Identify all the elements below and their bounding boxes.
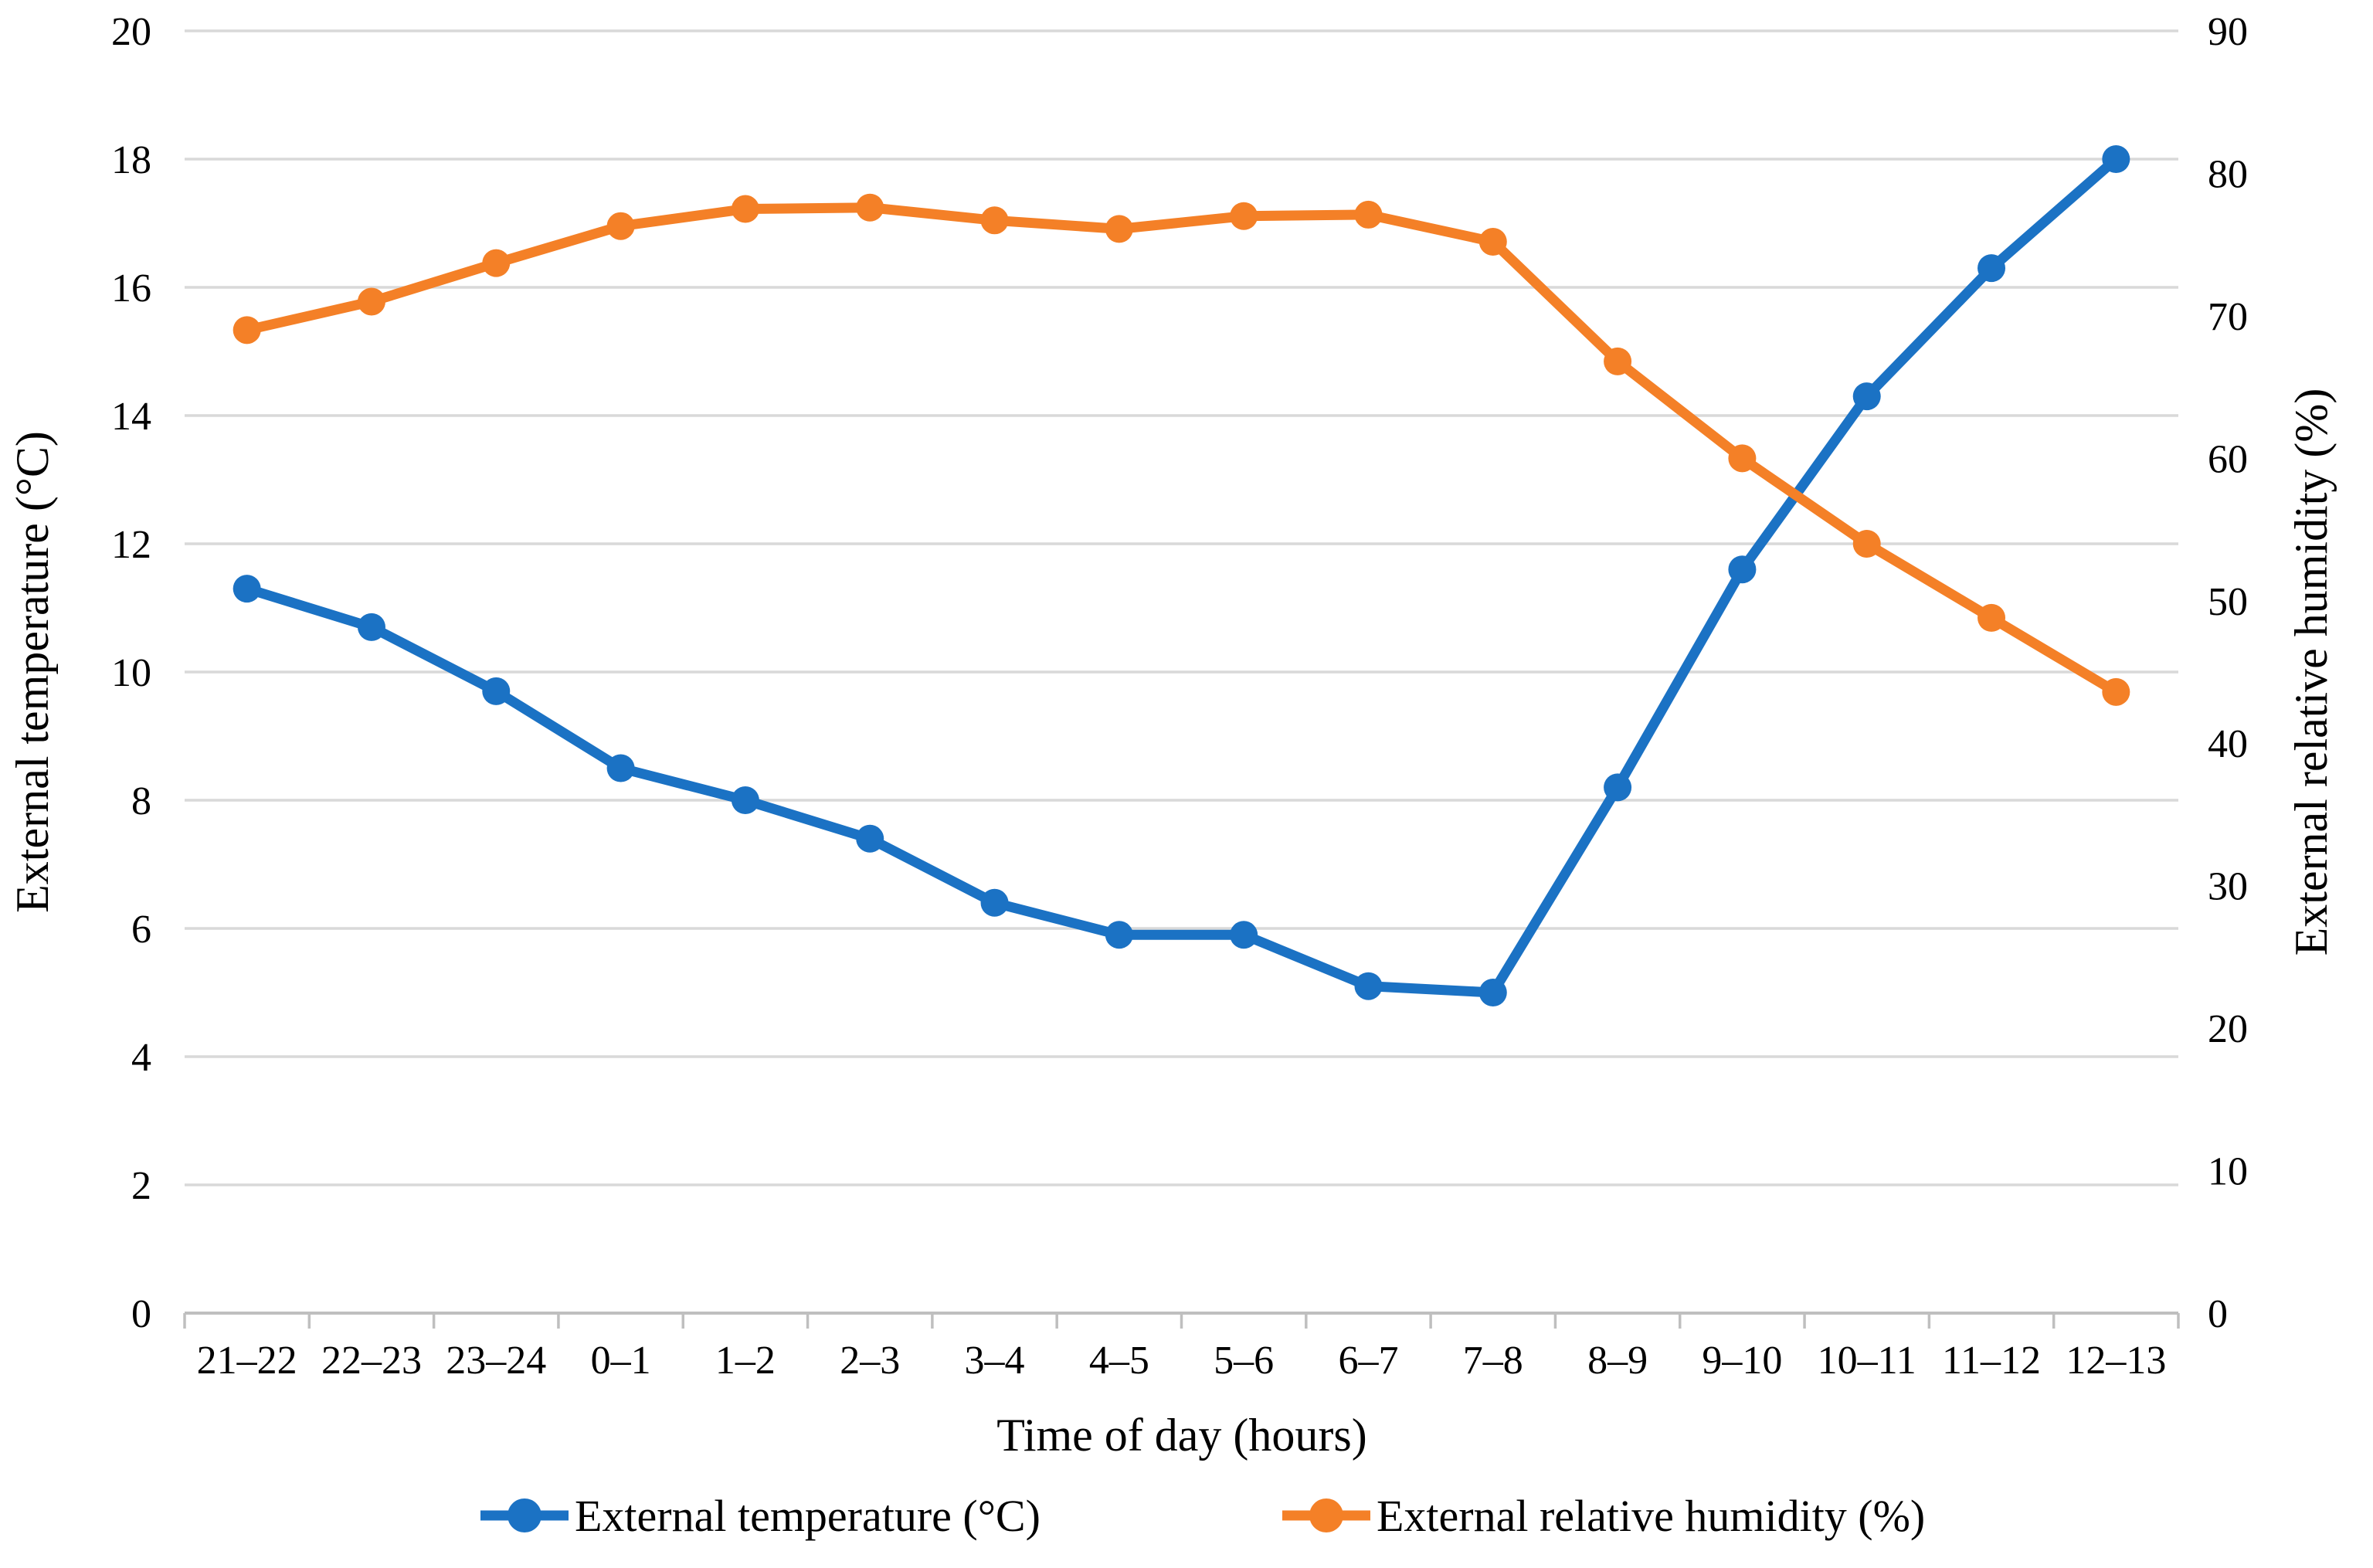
humidity-marker <box>233 316 261 344</box>
legend: External temperature (°C) External relat… <box>480 1491 1925 1541</box>
x-axis-tick-labels: 21–22 22–23 23–24 0–1 1–2 2–3 3–4 4–5 5–6 6–7 7–8 8… <box>197 1339 2167 1383</box>
humidity-marker <box>1105 215 1133 243</box>
temperature-marker <box>2102 145 2130 173</box>
y-left-tick-label: 4 <box>131 1036 151 1080</box>
y-axis-right-title: External relative humidity (%) <box>2286 389 2337 956</box>
temperature-marker <box>856 824 884 853</box>
temperature-marker <box>1604 773 1632 802</box>
x-tick-label: 21–22 <box>197 1339 297 1383</box>
y-right-tick-label: 40 <box>2208 722 2248 766</box>
humidity-marker <box>1852 530 1881 558</box>
temperature-marker <box>1105 921 1133 949</box>
x-tick-label: 10–11 <box>1818 1339 1916 1383</box>
humidity-marker <box>1604 347 1632 375</box>
temperature-marker <box>1728 555 1757 584</box>
temperature-marker <box>482 677 511 705</box>
humidity-marker <box>1728 444 1757 473</box>
x-tick-label: 12–13 <box>2066 1339 2166 1383</box>
x-tick-label: 8–9 <box>1587 1339 1648 1383</box>
humidity-marker <box>2102 677 2130 706</box>
y-right-tick-label: 60 <box>2208 437 2248 481</box>
humidity-marker <box>1478 227 1507 256</box>
y-left-tick-label: 14 <box>111 395 151 439</box>
temperature-marker <box>1230 921 1258 949</box>
y-right-tick-label: 30 <box>2208 865 2248 909</box>
y-axis-left-title: External temperature (°C) <box>7 431 58 913</box>
y-left-tick-label: 6 <box>131 908 151 952</box>
x-tick-label: 0–1 <box>591 1339 651 1383</box>
legend-item-humidity: External relative humidity (%) <box>1282 1491 1925 1541</box>
y-right-tick-label: 90 <box>2208 10 2248 54</box>
x-axis-line-and-ticks <box>183 1312 2180 1329</box>
x-axis-title: Time of day (hours) <box>996 1410 1366 1461</box>
temperature-marker <box>1978 254 2006 283</box>
x-tick-label: 6–7 <box>1338 1339 1398 1383</box>
y-left-tick-label: 10 <box>111 651 151 695</box>
y-left-tick-label: 0 <box>131 1292 151 1336</box>
humidity-marker <box>856 193 884 222</box>
x-tick-label: 11–12 <box>1942 1339 2041 1383</box>
temperature-marker <box>1354 972 1383 1000</box>
x-tick-label: 22–23 <box>321 1339 422 1383</box>
series-lines <box>233 145 2130 1006</box>
gridlines <box>185 29 2178 1186</box>
x-tick-label: 9–10 <box>1702 1339 1782 1383</box>
humidity-marker <box>606 212 635 240</box>
x-tick-label: 2–3 <box>840 1339 900 1383</box>
y-right-tick-label: 0 <box>2208 1292 2228 1336</box>
temperature-marker <box>233 575 261 603</box>
y-left-tick-label: 18 <box>111 138 151 182</box>
y-left-tick-label: 20 <box>111 10 151 54</box>
y-left-tick-label: 2 <box>131 1164 151 1208</box>
legend-humidity-label: External relative humidity (%) <box>1377 1491 1925 1541</box>
right-axis-tick-labels: 90 80 70 60 50 40 30 20 10 0 <box>2208 10 2248 1336</box>
y-right-tick-label: 10 <box>2208 1150 2248 1194</box>
humidity-marker <box>1978 603 2006 632</box>
temperature-marker <box>731 786 759 814</box>
temperature-line <box>242 154 2121 998</box>
y-left-tick-label: 8 <box>131 779 151 823</box>
humidity-marker <box>357 287 385 316</box>
legend-temperature-marker-icon <box>508 1498 541 1532</box>
y-right-tick-label: 20 <box>2208 1007 2248 1051</box>
y-left-tick-label: 16 <box>111 266 151 311</box>
legend-temperature-label: External temperature (°C) <box>575 1491 1041 1541</box>
legend-humidity-marker-icon <box>1309 1498 1343 1532</box>
temperature-marker <box>357 613 385 641</box>
humidity-line <box>242 202 2121 697</box>
humidity-marker <box>980 206 1009 235</box>
temperature-marker <box>606 754 635 782</box>
humidity-marker <box>1230 202 1258 230</box>
x-tick-label: 1–2 <box>715 1339 776 1383</box>
x-tick-label: 23–24 <box>446 1339 546 1383</box>
x-tick-label: 4–5 <box>1089 1339 1149 1383</box>
legend-item-temperature: External temperature (°C) <box>480 1491 1041 1541</box>
temperature-marker <box>980 888 1009 917</box>
y-right-tick-label: 80 <box>2208 152 2248 196</box>
temperature-marker <box>1852 382 1881 411</box>
y-left-tick-label: 12 <box>111 523 151 567</box>
temperature-marker <box>1478 979 1507 1006</box>
humidity-marker <box>731 195 759 223</box>
x-tick-label: 7–8 <box>1463 1339 1523 1383</box>
humidity-marker <box>482 249 511 277</box>
humidity-marker <box>1354 200 1383 229</box>
x-tick-label: 5–6 <box>1214 1339 1274 1383</box>
y-right-tick-label: 50 <box>2208 580 2248 624</box>
x-tick-label: 3–4 <box>965 1339 1025 1383</box>
y-right-tick-label: 70 <box>2208 295 2248 339</box>
